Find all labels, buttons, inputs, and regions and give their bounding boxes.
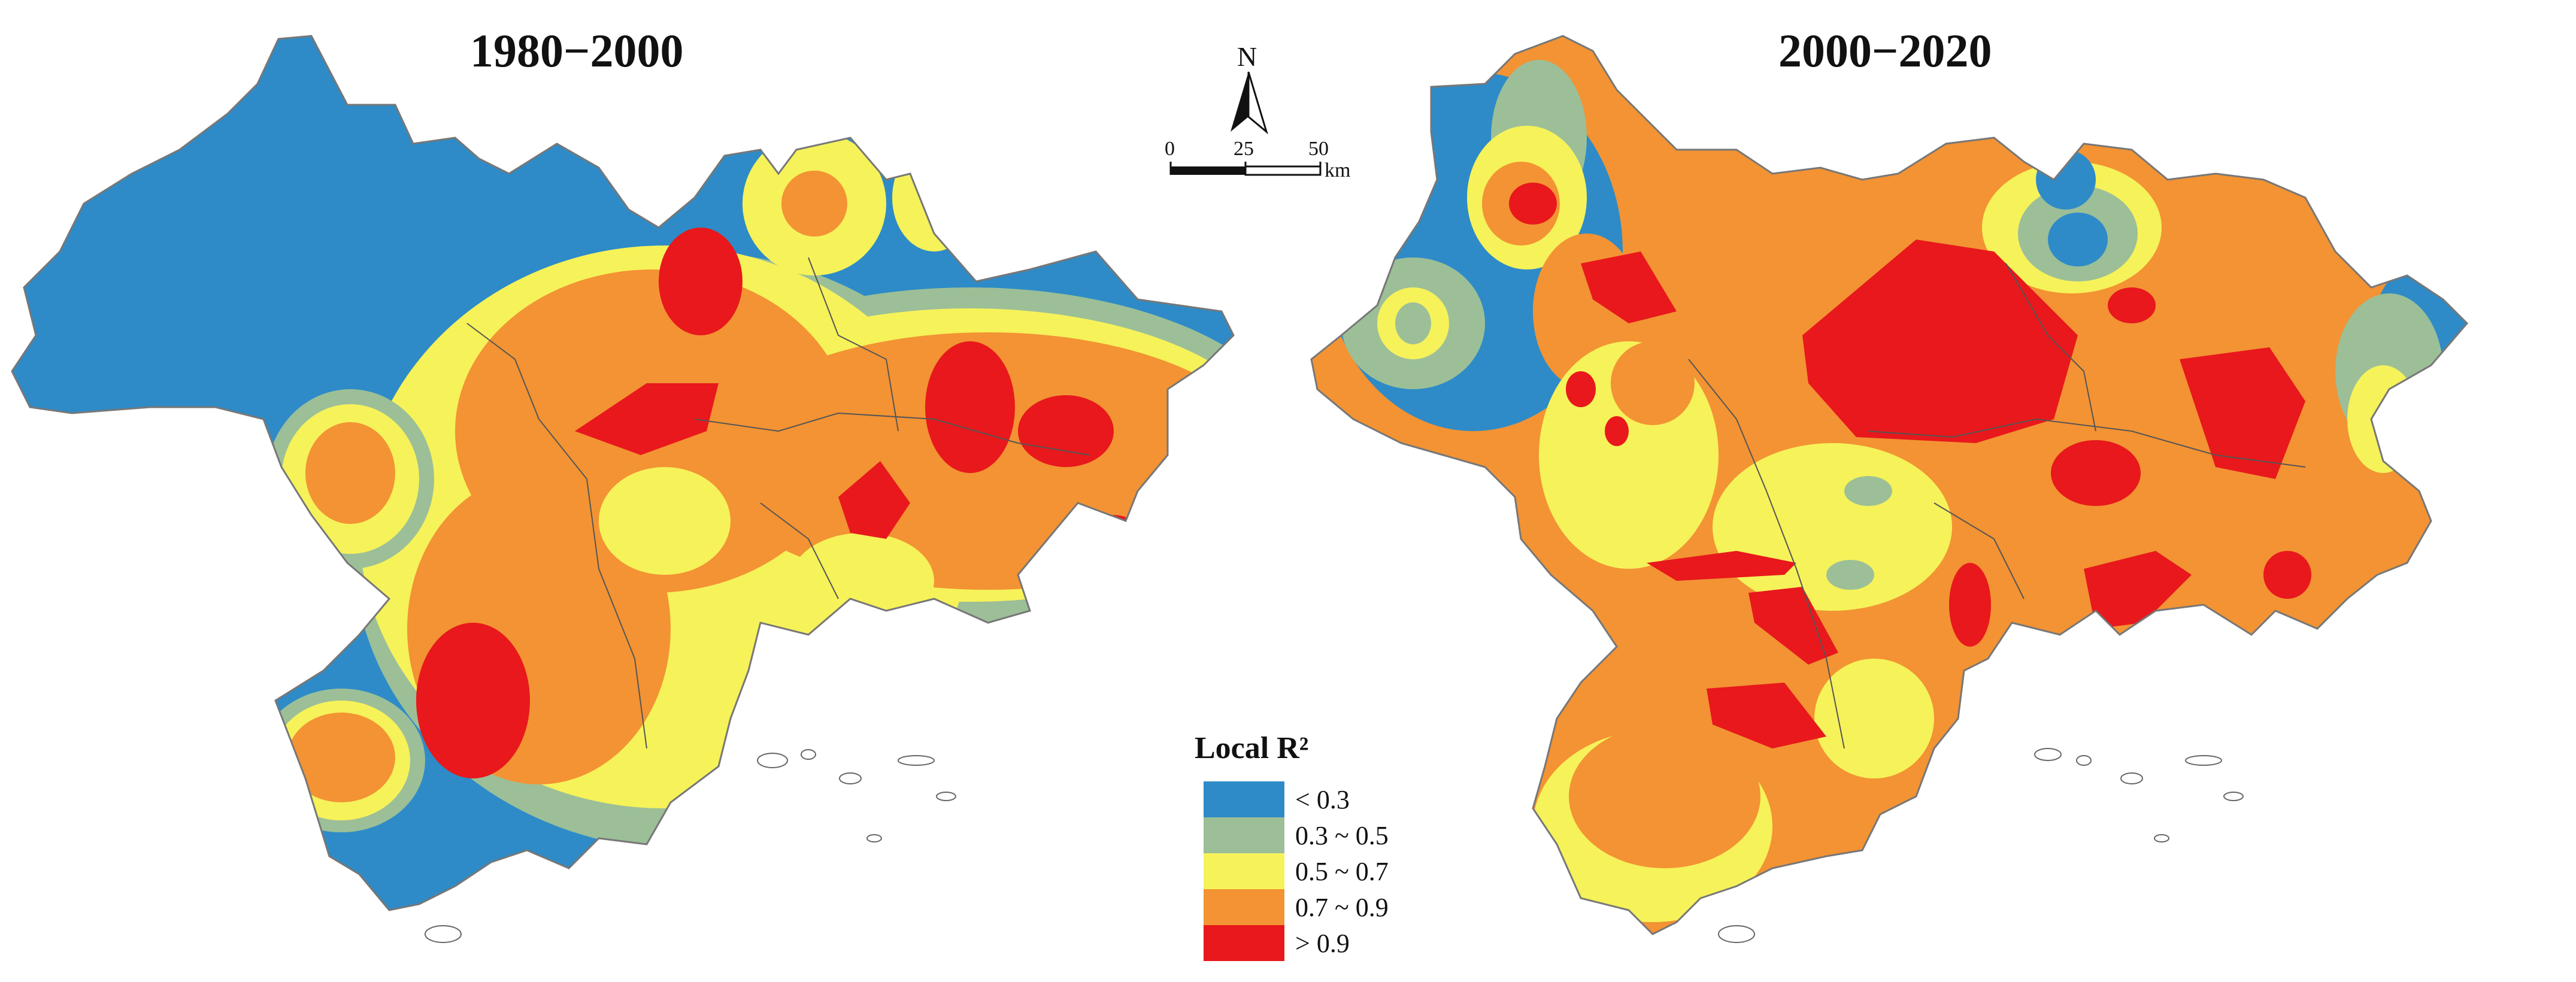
legend-label: 0.3 ~ 0.5 xyxy=(1295,820,1389,850)
right-panel-title: 2000−2020 xyxy=(1778,25,1992,77)
scale-unit: km xyxy=(1325,159,1351,181)
legend-swatch-low xyxy=(1204,781,1284,817)
scale-tick-50: 50 xyxy=(1308,138,1329,160)
legend-swatch-mid-low xyxy=(1204,817,1284,853)
left-admin-boundaries xyxy=(466,257,1090,749)
scale-tick-0: 0 xyxy=(1165,138,1175,160)
legend-swatch-mid xyxy=(1204,853,1284,889)
north-label: N xyxy=(1237,41,1257,72)
legend-label: > 0.9 xyxy=(1295,928,1350,958)
legend-swatch-high xyxy=(1204,925,1284,961)
legend-label: 0.5 ~ 0.7 xyxy=(1295,856,1389,886)
legend-title: Local R² xyxy=(1195,731,1309,765)
right-map-surface xyxy=(1311,36,2467,934)
legend-label: 0.7 ~ 0.9 xyxy=(1295,892,1389,922)
legend-swatch-mid-high xyxy=(1204,889,1284,925)
left-islands xyxy=(425,749,956,943)
north-arrow-icon xyxy=(1231,71,1268,135)
legend-item: 0.3 ~ 0.5 xyxy=(1204,817,1389,853)
legend-label: < 0.3 xyxy=(1295,784,1350,814)
legend-item: < 0.3 xyxy=(1204,781,1350,817)
left-panel-title: 1980−2000 xyxy=(470,25,684,77)
scale-tick-25: 25 xyxy=(1234,138,1254,160)
legend-item: 0.7 ~ 0.9 xyxy=(1204,889,1389,925)
right-map-outline xyxy=(1310,35,2469,935)
legend-item: 0.5 ~ 0.7 xyxy=(1204,853,1389,889)
scale-bar xyxy=(1169,162,1322,176)
right-admin-boundaries xyxy=(1688,263,2306,749)
legend-item: > 0.9 xyxy=(1204,925,1350,961)
left-map-outline xyxy=(11,35,1235,911)
right-islands xyxy=(1718,748,2244,943)
